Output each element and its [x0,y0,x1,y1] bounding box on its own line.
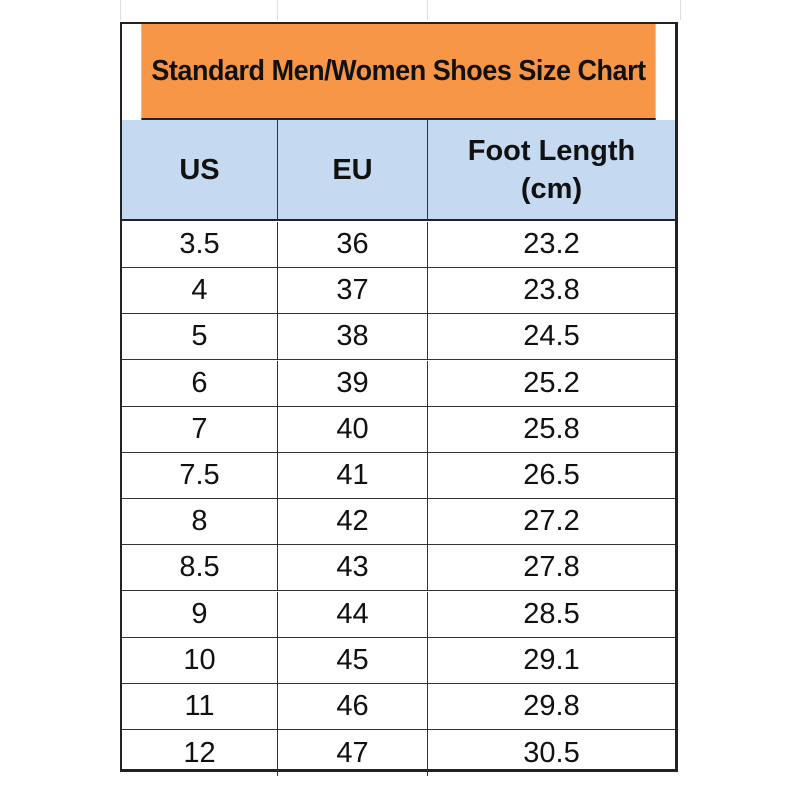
cell-us-size: 11 [122,684,278,730]
gridline [427,0,428,20]
cell-eu-size: 44 [278,591,428,638]
cell-us-size: 6 [122,360,278,407]
header-eu-label: EU [332,153,373,186]
cell-us-size: 5 [122,314,278,361]
cell-us-size: 10 [122,637,278,684]
cell-eu-size: 43 [278,545,428,592]
cell-eu-size: 41 [278,453,428,499]
cell-foot-length: 24.5 [428,314,675,361]
cell-eu-size: 46 [278,684,428,730]
header-eu: EU [278,120,428,221]
cell-foot-length: 28.5 [428,592,675,638]
cell-eu-size: 39 [278,360,428,407]
cell-us-size: 7 [122,406,278,453]
cell-foot-length: 27.2 [428,499,675,546]
gridline [680,0,681,20]
cell-foot-length: 30.5 [523,736,580,769]
cell-eu-size: 42 [278,499,428,546]
cell-us-size: 8.5 [122,545,278,592]
cell-eu-size: 47 [278,730,428,777]
cell-foot-length: 29.1 [428,638,675,684]
cell-us-size: 4 [122,268,278,315]
gridline [120,0,121,20]
cell-us-size: 9 [122,591,278,638]
cell-foot-length: 29.8 [428,684,675,730]
header-foot-length-unit: (cm) [520,172,583,205]
cell-foot-length: 23.8 [428,268,675,315]
cell-us-size: 8 [122,499,278,546]
header-foot-length-label: Foot Length [467,134,636,167]
cell-foot-length: 25.8 [428,407,675,453]
cell-eu-size: 40 [278,406,428,453]
table-title: Standard Men/Women Shoes Size Chart [141,24,656,120]
header-us: US [122,120,278,221]
cell-eu-size: 45 [278,637,428,684]
cell-foot-length: 25.2 [428,361,675,407]
cell-us-size: 7.5 [122,453,278,499]
cell-us-size: 3.5 [122,222,278,268]
header-foot-length: Foot Length (cm) [428,120,675,221]
cell-eu-size: 37 [278,268,428,315]
size-chart-table: Standard Men/Women Shoes Size Chart US E… [120,22,678,777]
cell-eu-size: 36 [278,222,428,268]
cell-foot-length: 26.5 [428,453,675,499]
header-us-label: US [179,153,220,186]
gridline [277,0,278,20]
cell-eu-size: 38 [278,314,428,361]
cell-foot-length: 27.8 [428,545,675,592]
cell-foot-length: 23.2 [428,222,675,268]
cell-us-size: 12 [122,730,278,777]
